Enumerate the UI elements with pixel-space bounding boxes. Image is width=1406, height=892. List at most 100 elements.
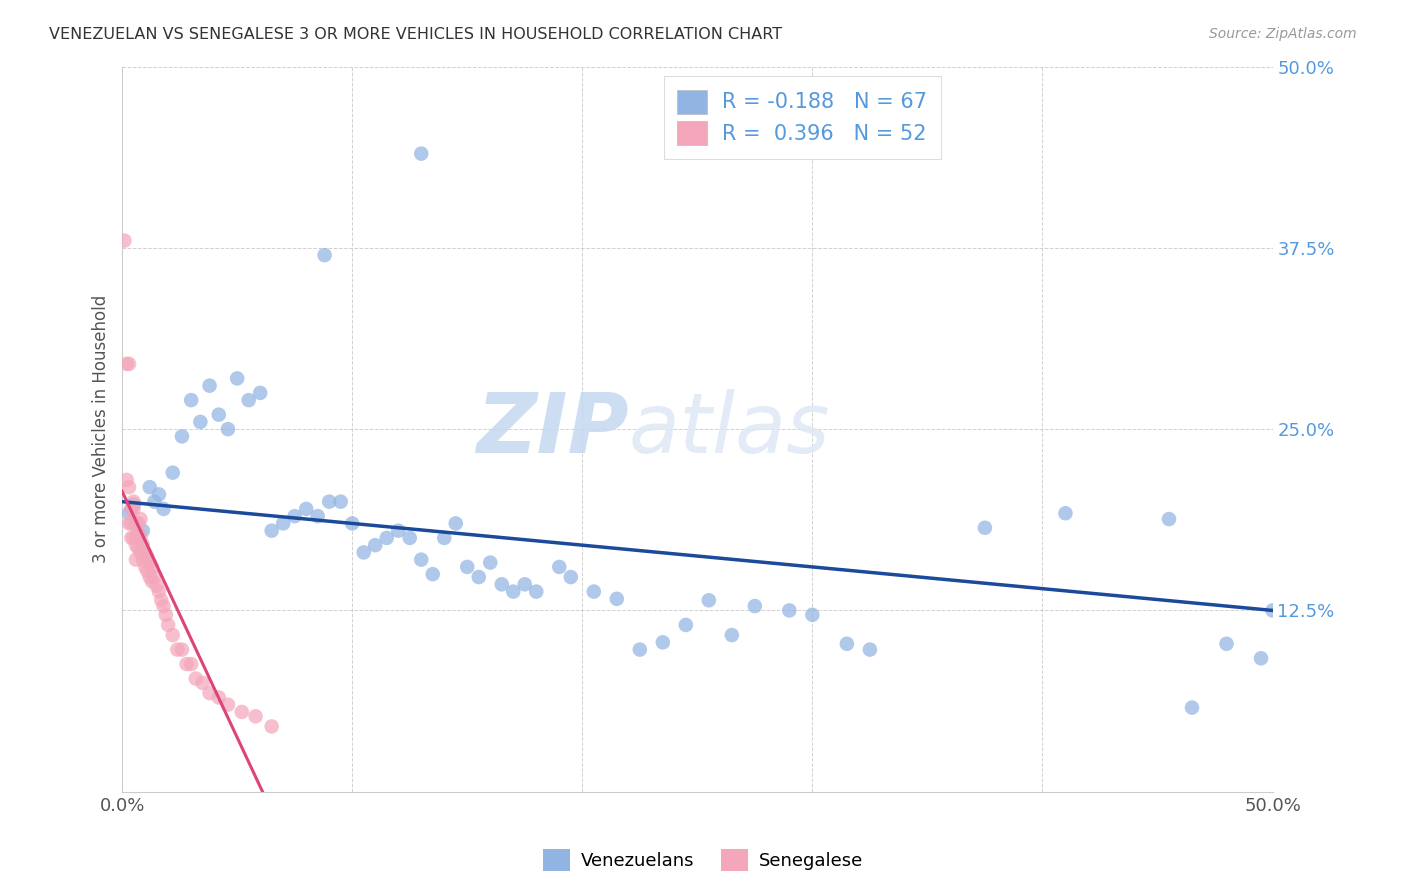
Point xyxy=(1215,637,1237,651)
Point xyxy=(127,526,149,541)
Point xyxy=(411,146,433,161)
Point xyxy=(125,538,148,552)
Point xyxy=(560,570,582,584)
Point xyxy=(606,591,628,606)
Point xyxy=(127,541,149,555)
Point xyxy=(114,234,136,248)
Legend: R = -0.188   N = 67, R =  0.396   N = 52: R = -0.188 N = 67, R = 0.396 N = 52 xyxy=(664,77,941,159)
Point xyxy=(120,531,142,545)
Point xyxy=(1261,603,1284,617)
Point xyxy=(122,498,145,512)
Point xyxy=(801,607,824,622)
Point xyxy=(180,393,202,408)
Point xyxy=(353,545,375,559)
Point xyxy=(835,637,858,651)
Point xyxy=(152,599,174,613)
Y-axis label: 3 or more Vehicles in Household: 3 or more Vehicles in Household xyxy=(93,295,110,563)
Point xyxy=(502,584,524,599)
Point xyxy=(721,628,744,642)
Point xyxy=(375,531,398,545)
Point xyxy=(226,371,249,385)
Point xyxy=(150,593,173,607)
Point xyxy=(398,531,420,545)
Point xyxy=(129,545,152,559)
Point xyxy=(329,494,352,508)
Point xyxy=(479,556,502,570)
Text: ZIP: ZIP xyxy=(475,389,628,470)
Point xyxy=(198,378,221,392)
Point xyxy=(118,506,141,520)
Point xyxy=(120,516,142,531)
Point xyxy=(271,516,294,531)
Point xyxy=(307,509,329,524)
Point xyxy=(468,570,491,584)
Point xyxy=(162,466,184,480)
Point xyxy=(166,642,188,657)
Point xyxy=(651,635,673,649)
Point xyxy=(318,494,340,508)
Legend: Venezuelans, Senegalese: Venezuelans, Senegalese xyxy=(536,842,870,879)
Point xyxy=(145,579,167,593)
Point xyxy=(176,657,198,671)
Point xyxy=(238,393,260,408)
Point xyxy=(1250,651,1272,665)
Point xyxy=(152,502,174,516)
Point xyxy=(190,415,212,429)
Point xyxy=(260,719,283,733)
Point xyxy=(118,516,141,531)
Point xyxy=(456,560,478,574)
Point xyxy=(444,516,467,531)
Point xyxy=(208,690,231,705)
Point xyxy=(422,567,444,582)
Point xyxy=(524,584,547,599)
Point xyxy=(143,494,166,508)
Point xyxy=(134,545,156,559)
Point xyxy=(744,599,766,613)
Point xyxy=(129,512,152,526)
Point xyxy=(284,509,307,524)
Point xyxy=(139,556,162,570)
Point xyxy=(120,502,142,516)
Point xyxy=(127,516,149,531)
Point xyxy=(974,521,997,535)
Point xyxy=(132,524,155,538)
Point xyxy=(136,564,159,578)
Point xyxy=(132,552,155,566)
Text: atlas: atlas xyxy=(628,389,830,470)
Point xyxy=(115,357,138,371)
Point xyxy=(132,538,155,552)
Point xyxy=(136,549,159,564)
Point xyxy=(314,248,336,262)
Point xyxy=(249,385,271,400)
Point xyxy=(548,560,571,574)
Point xyxy=(125,516,148,531)
Point xyxy=(582,584,605,599)
Point xyxy=(125,552,148,566)
Point xyxy=(778,603,800,617)
Point xyxy=(198,686,221,700)
Point xyxy=(697,593,720,607)
Point xyxy=(184,672,207,686)
Point xyxy=(148,487,170,501)
Point xyxy=(125,531,148,545)
Point xyxy=(245,709,267,723)
Point xyxy=(141,574,163,589)
Point xyxy=(139,570,162,584)
Point xyxy=(143,570,166,584)
Point xyxy=(411,552,433,566)
Point xyxy=(231,705,253,719)
Point xyxy=(139,480,162,494)
Point xyxy=(170,429,193,443)
Point xyxy=(859,642,882,657)
Point xyxy=(115,473,138,487)
Point xyxy=(118,357,141,371)
Point xyxy=(157,618,180,632)
Point xyxy=(148,584,170,599)
Point xyxy=(180,657,202,671)
Point xyxy=(628,642,651,657)
Point xyxy=(170,642,193,657)
Point xyxy=(295,502,318,516)
Point xyxy=(364,538,387,552)
Point xyxy=(491,577,513,591)
Point xyxy=(387,524,409,538)
